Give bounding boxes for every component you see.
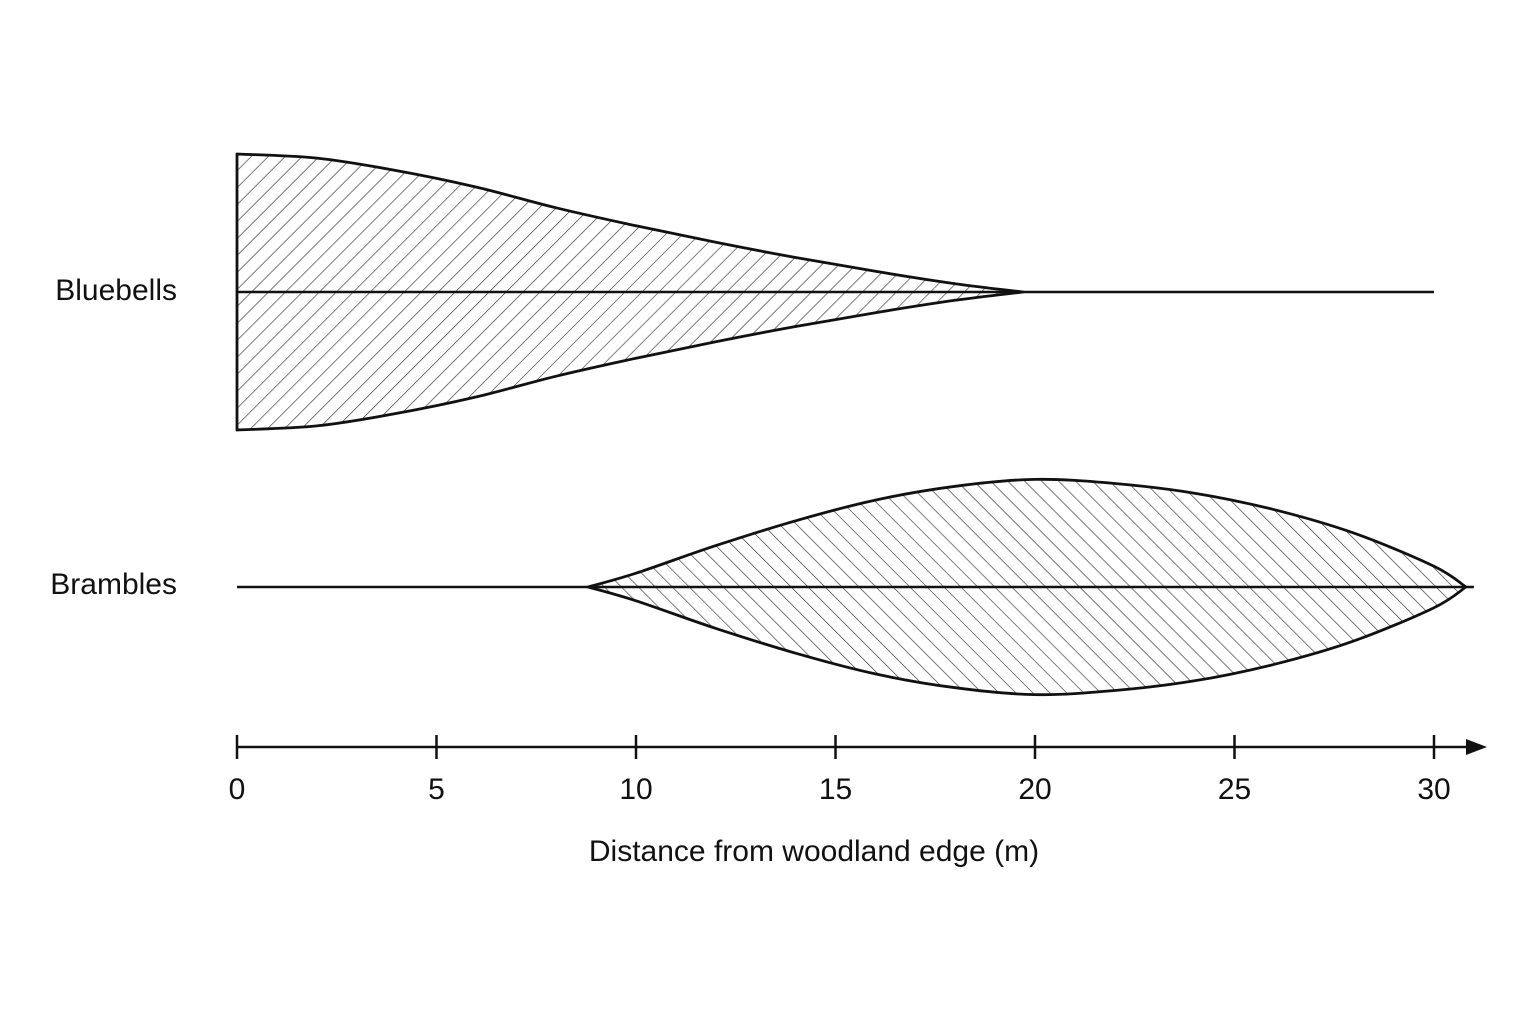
x-tick-label: 15 bbox=[819, 773, 852, 806]
x-tick-label: 5 bbox=[428, 773, 445, 806]
x-tick-label: 20 bbox=[1018, 773, 1051, 806]
x-tick-label: 25 bbox=[1218, 773, 1251, 806]
x-tick-label: 10 bbox=[619, 773, 652, 806]
x-tick-label: 0 bbox=[229, 773, 246, 806]
x-axis-ticks: 0 5 10 15 20 25 30 bbox=[229, 735, 1451, 806]
x-axis: 0 5 10 15 20 25 30 Distance from woodland edge… bbox=[229, 735, 1487, 868]
x-tick-label: 30 bbox=[1417, 773, 1450, 806]
x-axis-title: Distance from woodland edge (m) bbox=[589, 835, 1039, 868]
series-label-bluebells: Bluebells bbox=[55, 274, 177, 307]
x-axis-arrowhead bbox=[1466, 739, 1487, 755]
series-bluebells: Bluebells bbox=[55, 152, 1434, 432]
series-label-brambles: Brambles bbox=[50, 568, 177, 601]
series-brambles: Brambles bbox=[50, 477, 1474, 697]
